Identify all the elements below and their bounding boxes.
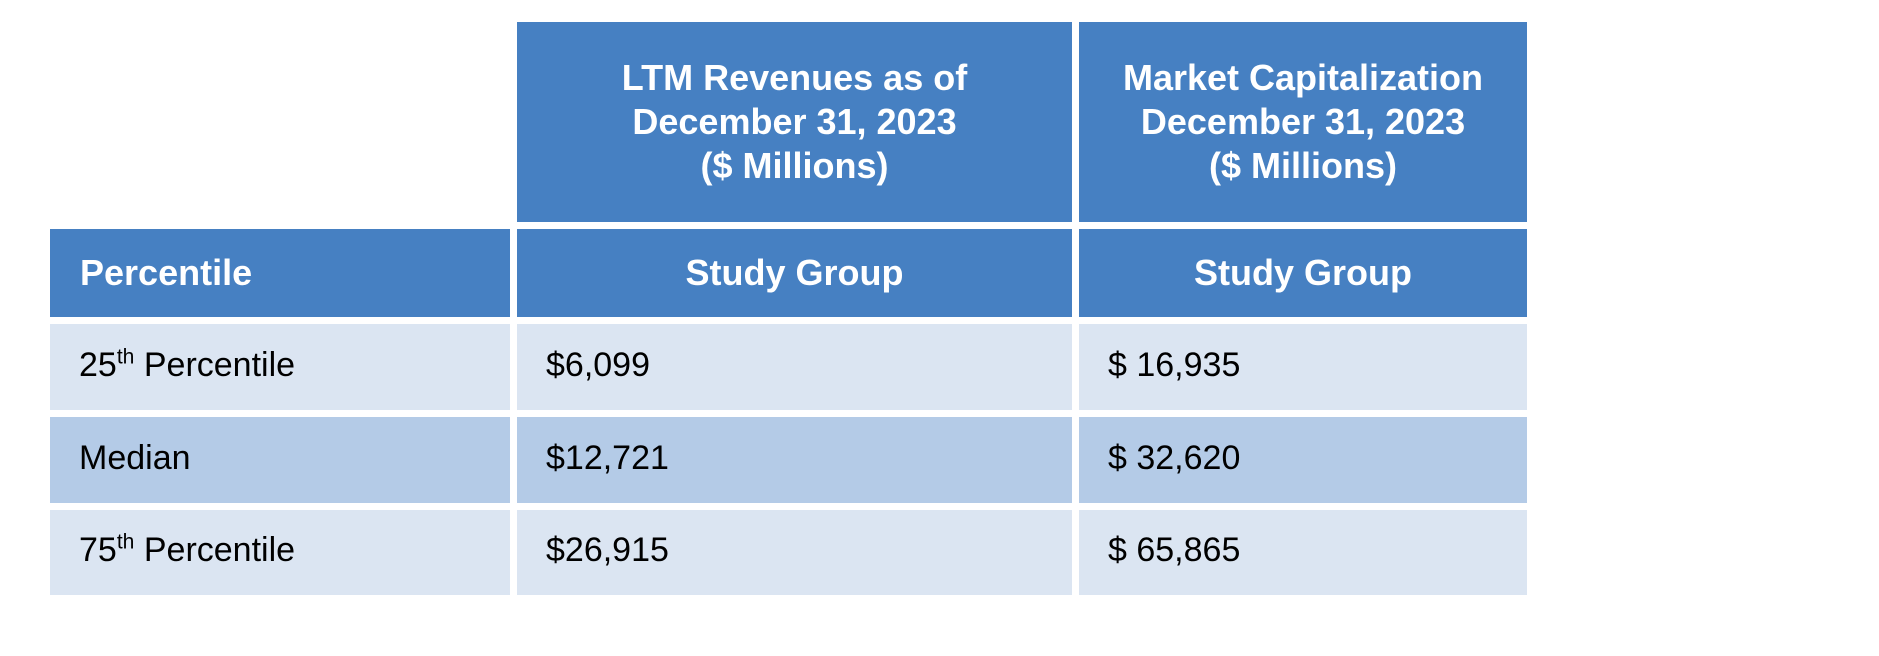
- ltm-revenues-column-header: LTM Revenues as of December 31, 2023 ($ …: [517, 22, 1072, 222]
- market-capitalization-column-header: Market Capitalization December 31, 2023 …: [1079, 22, 1527, 222]
- percentile-header-cell: Percentile: [50, 229, 510, 317]
- table-corner-spacer: [50, 22, 510, 222]
- row-median-label: Median: [50, 417, 510, 503]
- study-group-header-cell-marketcap: Study Group: [1079, 229, 1527, 317]
- study-group-header-cell-revenues: Study Group: [517, 229, 1072, 317]
- row-25th-percentile-market-cap-value: $ 16,935: [1079, 324, 1527, 410]
- row-label-text: Median: [79, 438, 191, 477]
- ordinal-superscript: th: [116, 530, 135, 554]
- row-label-text: 25th Percentile: [79, 345, 296, 384]
- row-median-market-cap-value: $ 32,620: [1079, 417, 1527, 503]
- ordinal-superscript: th: [116, 345, 135, 369]
- row-label-text: 75th Percentile: [79, 530, 296, 569]
- row-25th-percentile-ltm-revenue-value: $6,099: [517, 324, 1072, 410]
- row-75th-percentile-ltm-revenue-value: $26,915: [517, 510, 1072, 595]
- percentile-study-group-table: LTM Revenues as of December 31, 2023 ($ …: [50, 22, 1527, 595]
- row-median-ltm-revenue-value: $12,721: [517, 417, 1072, 503]
- row-75th-percentile-market-cap-value: $ 65,865: [1079, 510, 1527, 595]
- row-75th-percentile-label: 75th Percentile: [50, 510, 510, 595]
- row-25th-percentile-label: 25th Percentile: [50, 324, 510, 410]
